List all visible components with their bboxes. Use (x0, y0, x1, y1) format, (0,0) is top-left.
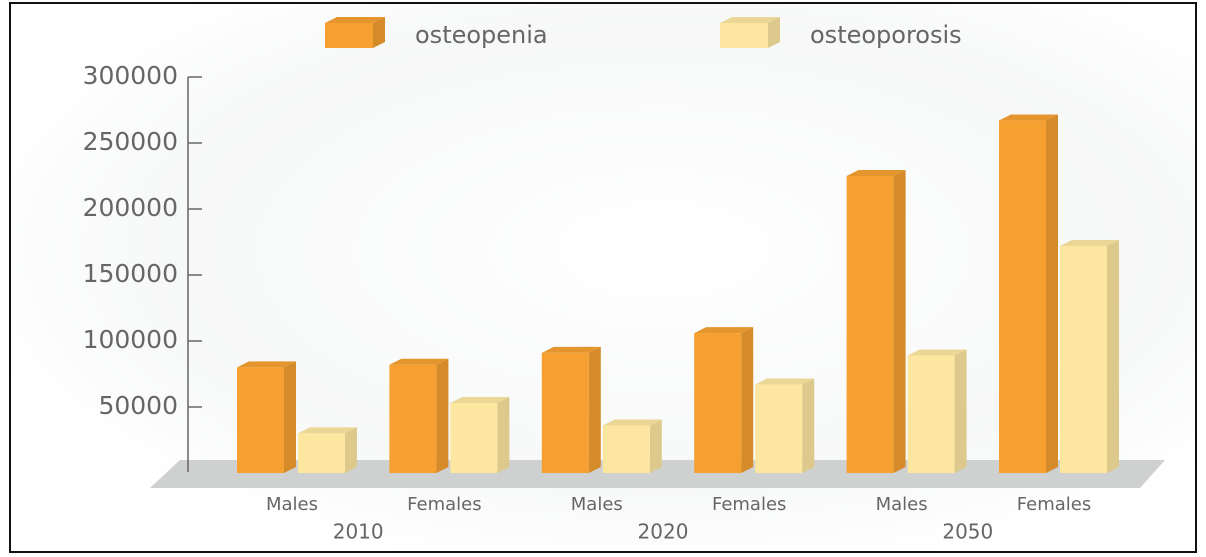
bar (389, 364, 437, 473)
bar-side (1046, 114, 1058, 473)
bar (298, 433, 345, 473)
bar-side (345, 427, 357, 473)
bar-side (893, 170, 906, 473)
x-tick-label: Males (266, 494, 318, 515)
bar-side (497, 397, 510, 473)
bar-side (741, 327, 754, 473)
bar-top (999, 114, 1058, 121)
y-tick-label: 100000 (83, 325, 178, 354)
bar-top (694, 327, 754, 334)
x-tick-label: Females (407, 494, 481, 515)
bar (450, 403, 498, 473)
bar (694, 333, 742, 473)
bar-top (755, 378, 815, 385)
x-tick-label: Males (876, 494, 928, 515)
bar (602, 425, 650, 473)
legend-swatch-top (325, 17, 385, 23)
bar (237, 367, 284, 473)
group-label: 2010 (333, 520, 384, 544)
legend-swatch-side (373, 17, 385, 48)
bar-side (802, 378, 815, 473)
legend-swatch-top (720, 17, 780, 23)
legend-label: osteopenia (415, 21, 548, 49)
bar-top (298, 427, 357, 434)
y-tick-label: 250000 (83, 127, 178, 156)
bar (846, 176, 894, 473)
bar-side (1107, 239, 1119, 473)
bar-side (284, 361, 296, 473)
bar-top (450, 397, 510, 404)
bar-side (954, 349, 967, 473)
group-label: 2020 (638, 520, 689, 544)
legend-swatch (720, 23, 768, 48)
x-tick-label: Females (1017, 494, 1091, 515)
bar-top (846, 170, 906, 176)
y-tick-label: 50000 (98, 391, 178, 420)
y-tick-label: 150000 (83, 259, 178, 288)
legend-label: osteoporosis (810, 21, 962, 49)
bar-side (588, 346, 601, 473)
x-tick-label: Females (712, 494, 786, 515)
bar-top (389, 358, 449, 365)
x-tick-label: Males (571, 494, 623, 515)
bar-top (907, 349, 967, 356)
bar (541, 352, 589, 473)
bar-side (436, 358, 449, 473)
y-tick-label: 300000 (83, 61, 178, 90)
bar-side (649, 419, 662, 473)
bar (907, 355, 955, 473)
legend-swatch (325, 23, 373, 48)
bar (999, 120, 1046, 473)
bar-top (1060, 239, 1119, 246)
group-label: 2050 (942, 520, 993, 544)
legend-swatch-side (768, 17, 780, 48)
bar-top (602, 419, 662, 426)
bar (1060, 245, 1107, 473)
bar-top (237, 361, 296, 368)
bar (755, 384, 803, 473)
bar-top (541, 346, 601, 353)
y-tick-label: 200000 (83, 193, 178, 222)
